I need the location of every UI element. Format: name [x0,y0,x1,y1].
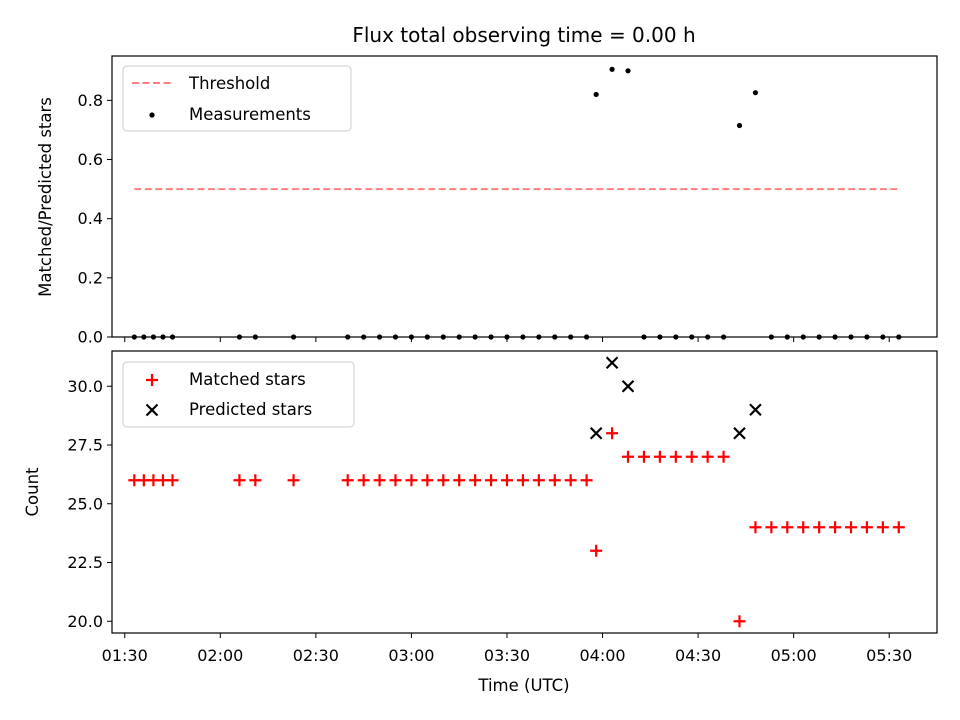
matched-star-point [749,521,762,534]
matched-star-point [717,450,730,463]
bottom-panel: 20.0 22.5 25.0 27.5 30.0 01:30 02:00 02:30 03:0… [23,350,938,695]
bottom-legend: Matched stars Predicted stars [122,361,355,428]
matched-star-point [829,521,842,534]
bottom-axes-frame [111,350,938,634]
legend-box [122,361,355,428]
matched-star-point [469,474,482,487]
matched-star-point [341,474,354,487]
matched-star-point [564,474,577,487]
matched-star-point [797,521,810,534]
legend-threshold-label: Threshold [188,74,270,93]
y-tick-label: 0.4 [78,209,103,228]
matched-star-point [622,450,635,463]
x-tick-label: 05:30 [866,646,912,665]
matched-star-point [637,450,650,463]
legend-measurement-label: Measurements [189,105,311,124]
bottom-y-axis-label: Count [23,467,42,517]
y-tick-label: 0.2 [78,268,103,287]
y-tick-label: 27.5 [67,436,103,455]
matched-star-point [669,450,682,463]
x-axis-label: Time (UTC) [477,676,569,695]
matched-star-point [876,521,889,534]
measurement-point [625,68,631,74]
matched-star-point [500,474,513,487]
matched-star-point [516,474,529,487]
top-y-axis-label: Matched/Predicted stars [36,97,55,297]
predicted-star-point [749,403,762,417]
legend-matched-label: Matched stars [189,370,306,389]
x-tick-label: 03:00 [388,646,434,665]
top-legend: Threshold Measurements [122,65,352,132]
matched-star-point [733,615,746,628]
matched-star-point [606,427,619,440]
matched-star-point [287,474,300,487]
matched-star-point [389,474,402,487]
matched-star-point [405,474,418,487]
matched-star-point [813,521,826,534]
measurement-point [752,90,759,96]
matched-star-point [233,474,246,487]
predicted-star-point [621,379,635,393]
predicted-star-point [733,426,746,440]
legend-predicted-label: Predicted stars [189,400,312,419]
matched-star-point [453,474,466,487]
y-tick-label: 20.0 [67,612,103,631]
legend-predicted-swatch [145,403,159,417]
matched-star-point [781,521,794,534]
x-tick-label: 01:30 [102,646,148,665]
matched-star-point [892,521,905,534]
y-tick-label: 22.5 [67,553,103,572]
predicted-star-point [605,356,619,370]
matched-star-point [373,474,386,487]
matched-star-point [421,474,434,487]
legend-matched-swatch [146,374,158,386]
legend-box [122,65,352,132]
matched-star-point [357,474,370,487]
chart-title: Flux total observing time = 0.00 h [352,23,695,47]
matched-star-point [166,474,179,487]
x-tick-label: 05:00 [771,646,817,665]
matched-star-point [532,474,545,487]
x-tick-label: 04:30 [675,646,721,665]
matched-star-point [701,450,714,463]
matched-star-point [548,474,561,487]
matched-star-point [685,450,698,463]
x-tick-label: 02:30 [293,646,339,665]
matched-star-point [844,521,857,534]
matched-star-point [437,474,450,487]
x-tick-label: 04:00 [579,646,625,665]
measurement-point [593,91,599,98]
y-tick-label: 0.0 [78,328,103,347]
top-panel: 0.00.20.40.60.8 Matched/Predicted stars … [36,55,938,347]
top-axes-frame [111,55,938,338]
y-tick-label: 0.6 [78,150,103,169]
matched-star-point [653,450,666,463]
predicted-star-point [589,426,603,440]
x-tick-label: 03:30 [484,646,530,665]
matched-star-point [765,521,778,534]
y-tick-label: 25.0 [67,494,103,513]
legend-measurement-swatch [149,112,155,118]
matched-star-point [249,474,262,487]
matched-star-point [580,474,593,487]
measurement-point [609,66,615,72]
y-tick-label: 30.0 [67,377,103,396]
matched-star-point [860,521,873,534]
matched-star-point [590,544,603,557]
x-tick-label: 02:00 [197,646,243,665]
y-tick-label: 0.8 [78,91,103,110]
matched-star-point [485,474,498,487]
measurement-point [736,122,743,129]
